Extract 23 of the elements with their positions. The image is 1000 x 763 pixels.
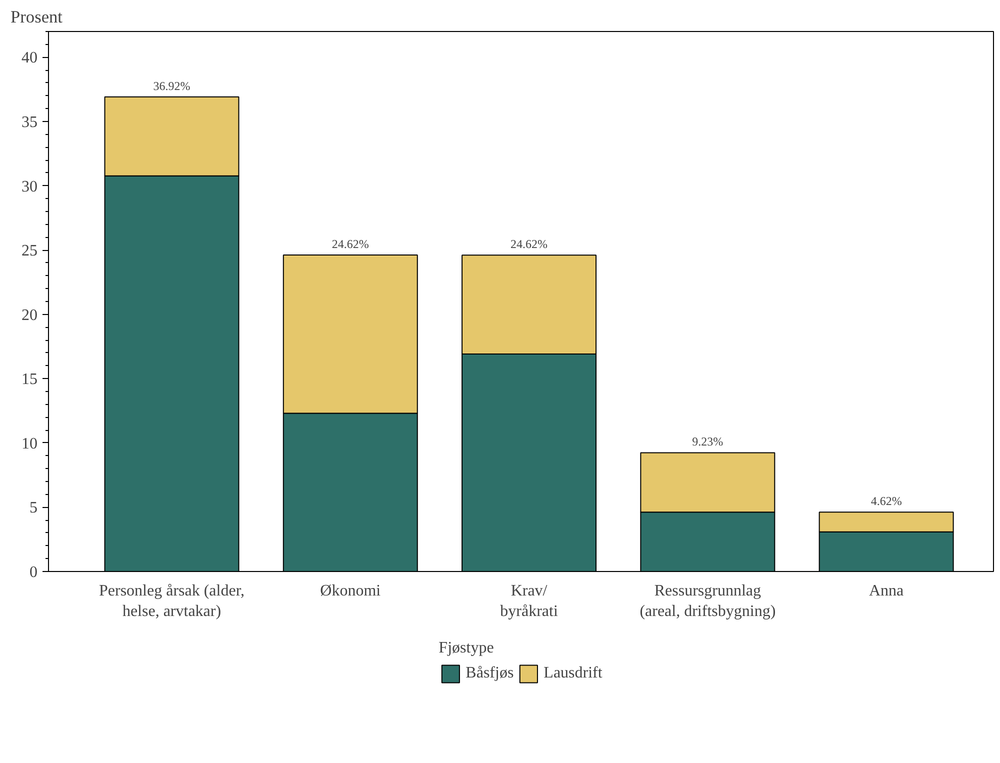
- legend-label: Lausdrift: [544, 664, 602, 682]
- total-label: 9.23%: [692, 434, 724, 449]
- y-tick-label: 10: [22, 435, 38, 452]
- x-tick-label: Personleg årsak (alder, helse, arvtakar): [99, 582, 245, 620]
- x-tick-label: Økonomi: [320, 582, 382, 600]
- y-tick-label: 0: [30, 564, 38, 581]
- y-tick-label: 5: [30, 500, 38, 517]
- y-tick-label: 35: [22, 114, 38, 131]
- y-tick-label: 20: [22, 306, 38, 324]
- y-tick-label: 40: [22, 50, 38, 67]
- y-tick-label: 30: [22, 178, 38, 196]
- y-tick-label: 15: [22, 371, 38, 388]
- y-axis-title: Prosent: [10, 8, 63, 26]
- x-tick-label: Krav/ byråkrati: [500, 582, 558, 620]
- total-label: 24.62%: [510, 237, 548, 252]
- total-label: 36.92%: [153, 78, 190, 93]
- legend-title: Fjøstype: [438, 640, 495, 658]
- legend-label: Båsfjøs: [466, 664, 514, 682]
- total-label: 24.62%: [332, 236, 369, 251]
- x-tick-label: Anna: [868, 582, 904, 600]
- total-label: 4.62%: [870, 494, 902, 508]
- y-tick-label: 25: [22, 242, 38, 260]
- x-tick-label: Ressursgrunnlag (areal, driftsbygning): [640, 582, 776, 620]
